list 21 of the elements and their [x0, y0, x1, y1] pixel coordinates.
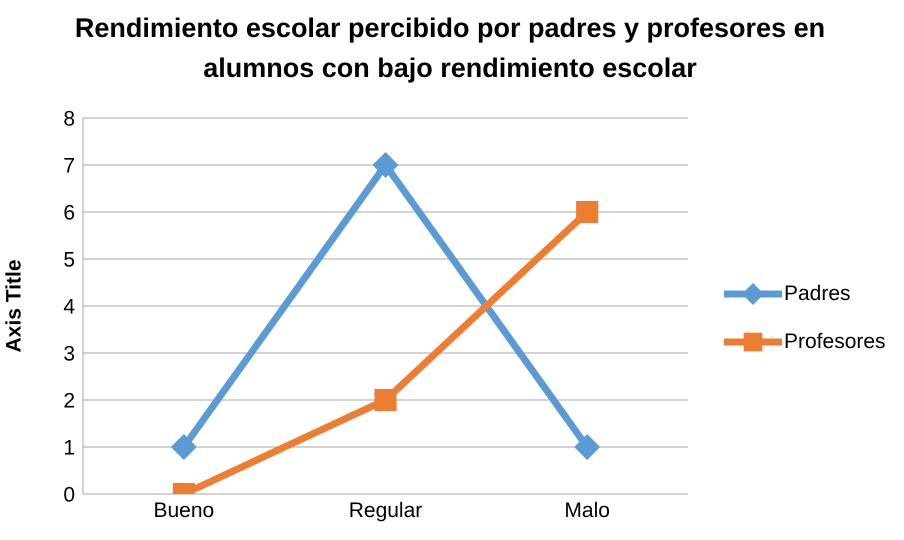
chart-title: Rendimiento escolar percibido por padres y profesores en alumnos con bajo rendimiento escolar: [74, 12, 826, 85]
x-tick-label: Malo: [564, 498, 610, 522]
y-tick-label: 2: [63, 389, 75, 412]
x-tick-label: Bueno: [153, 498, 214, 522]
y-tick-label: 5: [63, 248, 75, 272]
y-tick-label: 7: [63, 154, 75, 178]
y-tick-label: 0: [63, 483, 75, 506]
point: [372, 152, 398, 178]
legend-label: Padres: [784, 282, 851, 306]
y-tick-label: 8: [63, 107, 75, 130]
point: [576, 200, 598, 224]
y-tick-label: 1: [63, 436, 75, 460]
point: [574, 434, 600, 460]
x-tick-label: Regular: [348, 498, 422, 522]
y-tick-label: 6: [63, 201, 75, 224]
point: [374, 388, 397, 412]
y-tick-label: 4: [63, 295, 76, 318]
y-tick-label: 3: [63, 342, 75, 366]
y-axis-title: Axis Title: [2, 260, 26, 352]
legend-label: Profesores: [784, 330, 886, 354]
point: [170, 434, 197, 460]
